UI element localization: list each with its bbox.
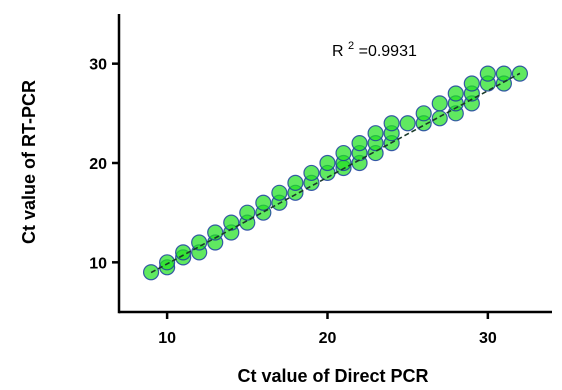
r-squared-value: =0.9931: [359, 43, 417, 60]
data-point: [399, 115, 416, 132]
fit-line: [150, 72, 521, 274]
data-point: [239, 204, 256, 221]
data-point: [191, 234, 208, 251]
data-point: [223, 214, 240, 231]
x-tick-label: 10: [158, 330, 176, 347]
data-point: [463, 75, 480, 92]
r-squared-annotation: R 2 =0.9931: [332, 36, 417, 60]
data-point: [335, 144, 352, 162]
fit-line-layer: [150, 72, 521, 274]
data-point: [431, 110, 448, 127]
data-point: [447, 85, 464, 102]
x-tick-label: 20: [319, 330, 337, 347]
data-point: [175, 244, 192, 261]
data-point: [271, 184, 288, 201]
data-point: [351, 135, 368, 152]
data-point: [383, 115, 400, 132]
y-tick-label: 20: [89, 156, 107, 173]
data-point: [303, 164, 320, 182]
data-point: [479, 65, 496, 82]
x-axis-label: Ct value of Direct PCR: [237, 366, 428, 386]
y-axis-label: Ct value of RT-PCR: [19, 80, 39, 244]
data-point: [287, 174, 304, 191]
data-point: [495, 65, 512, 82]
data-point: [159, 254, 176, 271]
y-tick-label: 10: [89, 255, 107, 272]
data-point: [319, 154, 336, 172]
data-point: [255, 194, 272, 211]
r-squared-letter: R: [332, 43, 344, 60]
y-tick-label: 30: [89, 57, 107, 74]
data-point: [415, 105, 432, 122]
data-point: [431, 95, 448, 112]
ticks-layer: 10 20 30 10 20 30: [89, 57, 497, 347]
r-squared-superscript: 2: [348, 40, 354, 52]
x-tick-label: 30: [479, 330, 497, 347]
data-point: [367, 125, 384, 142]
